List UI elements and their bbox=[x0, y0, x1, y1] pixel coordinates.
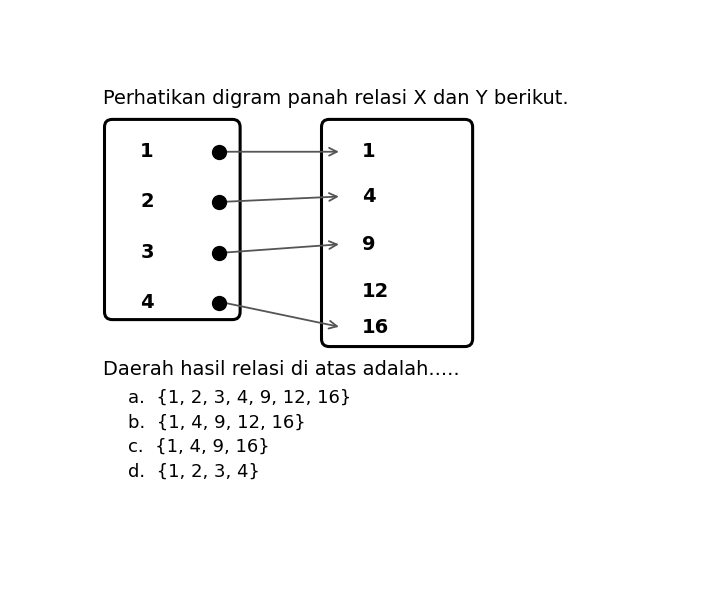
Text: 1: 1 bbox=[362, 142, 375, 161]
Text: 3: 3 bbox=[140, 243, 154, 262]
FancyBboxPatch shape bbox=[105, 120, 240, 320]
FancyBboxPatch shape bbox=[322, 120, 473, 346]
Text: a.  {1, 2, 3, 4, 9, 12, 16}: a. {1, 2, 3, 4, 9, 12, 16} bbox=[127, 389, 351, 407]
Text: 1: 1 bbox=[140, 142, 154, 161]
Text: 2: 2 bbox=[140, 192, 154, 211]
Text: 4: 4 bbox=[140, 293, 154, 312]
Text: 16: 16 bbox=[362, 318, 389, 337]
Text: d.  {1, 2, 3, 4}: d. {1, 2, 3, 4} bbox=[127, 463, 260, 481]
Text: Daerah hasil relasi di atas adalah.....: Daerah hasil relasi di atas adalah..... bbox=[103, 360, 459, 379]
Text: 9: 9 bbox=[362, 235, 375, 254]
Text: 4: 4 bbox=[362, 187, 375, 206]
Text: 12: 12 bbox=[362, 282, 389, 301]
Text: b.  {1, 4, 9, 12, 16}: b. {1, 4, 9, 12, 16} bbox=[127, 414, 305, 431]
Text: c.  {1, 4, 9, 16}: c. {1, 4, 9, 16} bbox=[127, 438, 269, 456]
Text: Perhatikan digram panah relasi X dan Y berikut.: Perhatikan digram panah relasi X dan Y b… bbox=[103, 88, 569, 107]
